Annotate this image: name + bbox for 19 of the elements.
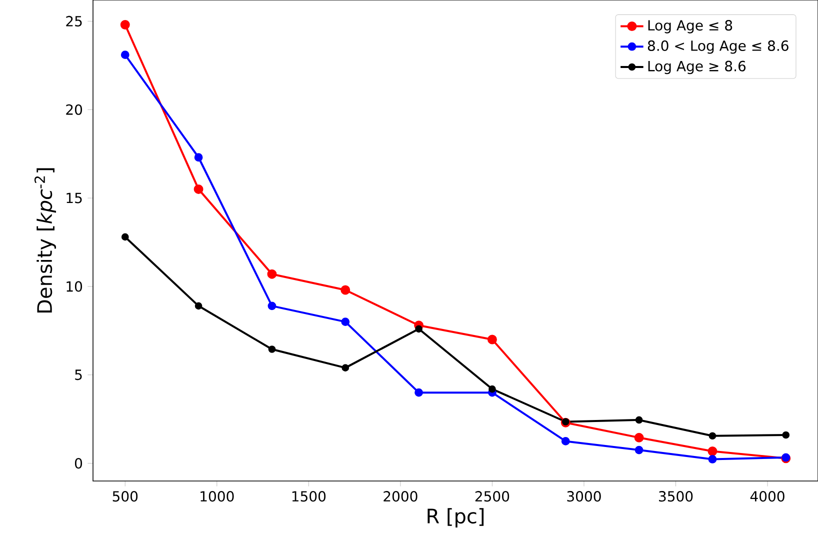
legend-label: 8.0 < Log Age ≤ 8.6 (648, 40, 788, 54)
x-tick-label: 500 (112, 491, 138, 502)
y-tick-label: 25 (66, 16, 82, 26)
y-tick-label: 10 (66, 281, 82, 292)
y-tick-label: 20 (66, 104, 82, 115)
y-tick-label: 5 (75, 370, 82, 380)
x-tick-label: 3500 (659, 491, 693, 502)
x-axis-title: R [pc] (428, 508, 484, 528)
y-tick-label: 15 (66, 192, 82, 204)
legend-label: Log Age ≤ 8 (648, 20, 732, 34)
x-tick-label: 1500 (292, 491, 326, 502)
y-tick-label: 0 (74, 458, 82, 469)
x-tick-label: 3000 (567, 491, 601, 502)
x-tick-label: 4000 (750, 491, 784, 502)
y-axis-title: Density [kpc$^{-2}$] (34, 168, 56, 312)
x-tick-label: 2000 (384, 491, 418, 502)
legend-label: Log Age ≥ 8.6 (648, 60, 746, 74)
x-tick-label: 2500 (475, 491, 510, 502)
x-tick-label: 1000 (200, 491, 234, 502)
